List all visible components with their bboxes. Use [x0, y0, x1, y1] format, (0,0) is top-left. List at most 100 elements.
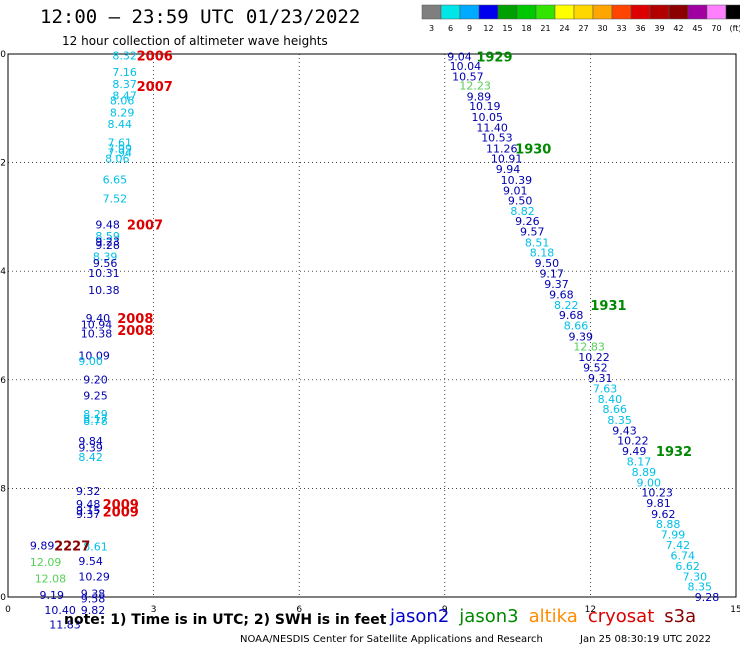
data-points: 8.327.168.378.478.068.298.447.617.997.94… [30, 50, 719, 632]
scale-swatch [687, 4, 708, 20]
wave-height-point: 7.99 [661, 529, 686, 542]
wave-height-point: 9.00 [78, 355, 103, 368]
wave-height-point: 7.99 [107, 142, 132, 155]
wave-height-point: 9.52 [583, 361, 608, 374]
wave-height-point: 8.61 [83, 541, 108, 554]
scale-swatch [497, 4, 518, 20]
wave-height-point: 9.00 [637, 476, 662, 489]
pass-time-label: 2007 [137, 80, 173, 95]
wave-height-point: 10.91 [491, 152, 523, 165]
y-tick-label: -30 [0, 50, 6, 60]
satellite-jason2: jason2 [390, 606, 450, 627]
pass-time-label: 2008 [117, 312, 153, 327]
wave-height-point: 8.35 [687, 581, 712, 594]
wave-height-point: 8.89 [632, 466, 657, 479]
wave-height-point: 7.61 [107, 137, 132, 150]
wave-height-point: 8.37 [112, 78, 137, 91]
scale-swatch [668, 4, 689, 20]
chart-title: 12:00 – 23:59 UTC 01/23/2022 [40, 6, 361, 28]
wave-height-point: 10.22 [578, 351, 610, 364]
wave-height-point: 9.50 [535, 257, 560, 270]
wave-height-point: 9.37 [76, 508, 101, 521]
wave-height-point: 9.15 [76, 504, 101, 517]
wave-height-point: 9.26 [515, 215, 540, 228]
scale-label: 24 [559, 24, 569, 33]
x-tick-label: 3 [151, 605, 157, 615]
wave-height-point: 9.68 [549, 289, 574, 302]
wave-height-point: 8.29 [83, 408, 108, 421]
wave-height-point: 9.17 [539, 267, 564, 280]
wave-height-point: 10.39 [501, 174, 533, 187]
wave-height-point: 10.04 [450, 60, 482, 73]
wave-height-point: 8.35 [607, 414, 632, 427]
wave-height-point: 11.26 [486, 142, 518, 155]
scale-swatch [592, 4, 613, 20]
x-tick-label: 15 [730, 605, 740, 615]
wave-height-point: 8.17 [83, 413, 108, 426]
wave-height-point: 9.04 [447, 51, 472, 64]
y-tick-label: -34 [0, 267, 6, 277]
wave-height-point: 9.39 [569, 330, 594, 343]
plot-frame [7, 53, 737, 598]
wave-height-point: 9.58 [81, 593, 106, 606]
wave-height-point: 7.30 [683, 570, 708, 583]
pass-annotations: 2006200720072008200820092009222719291930… [54, 50, 692, 555]
pass-time-label: 1930 [515, 142, 551, 157]
pass-time-label: 2006 [137, 50, 173, 65]
wave-height-point: 10.31 [88, 267, 120, 280]
wave-height-point: 8.29 [110, 107, 135, 120]
wave-height-point: 9.25 [83, 390, 108, 403]
wave-height-point: 9.48 [76, 498, 101, 511]
scale-swatch [706, 4, 727, 20]
scale-swatch [421, 4, 442, 20]
wave-height-point: 10.94 [81, 318, 113, 331]
scale-swatch [725, 4, 740, 20]
wave-height-point: 6.62 [675, 560, 700, 573]
scale-swatch [611, 4, 632, 20]
scale-label: 33 [616, 24, 626, 33]
chart-subtitle: 12 hour collection of altimeter wave hei… [62, 34, 328, 48]
wave-height-point: 6.74 [670, 550, 695, 563]
wave-height-point: 8.66 [564, 320, 589, 333]
wave-height-point: 12.23 [459, 79, 491, 92]
wave-height-point: 9.89 [30, 539, 55, 552]
scale-label: 30 [597, 24, 607, 33]
scale-swatch [459, 4, 480, 20]
wave-height-point: 8.18 [530, 247, 555, 260]
wave-height-point: 7.94 [107, 146, 132, 159]
footer-credit: NOAA/NESDIS Center for Satellite Applica… [240, 634, 543, 645]
wave-height-point: 10.29 [78, 570, 110, 583]
wave-height-point: 9.39 [78, 442, 103, 455]
wave-height-point: 8.47 [112, 89, 137, 102]
wave-height-point: 8.59 [95, 230, 120, 243]
wave-height-point: 9.01 [503, 184, 528, 197]
scale-label: 42 [673, 24, 683, 33]
scale-swatch [649, 4, 670, 20]
wave-height-point: 9.54 [78, 555, 103, 568]
scale-label: 6 [448, 24, 453, 33]
wave-height-point: 9.28 [695, 591, 720, 604]
wave-height-point: 9.81 [646, 497, 671, 510]
wave-height-point: 8.51 [525, 236, 550, 249]
wave-height-point: 10.57 [452, 70, 484, 83]
wave-height-point: 10.22 [617, 435, 649, 448]
wave-height-point: 9.62 [651, 508, 676, 521]
scale-swatch [573, 4, 594, 20]
x-tick-label: 12 [585, 605, 596, 615]
wave-height-point: 9.57 [520, 226, 545, 239]
scale-label: 15 [502, 24, 512, 33]
wave-height-point: 9.48 [95, 219, 120, 232]
pass-time-label: 2009 [103, 506, 139, 521]
pass-time-label: 1931 [590, 299, 626, 314]
wave-height-point: 11.83 [49, 619, 81, 632]
wave-height-point: 6.65 [103, 173, 128, 186]
wave-height-point: 7.52 [103, 192, 128, 205]
wave-height-point: 10.38 [88, 284, 120, 297]
satellite-jason3: jason3 [459, 606, 519, 627]
scale-label: 18 [521, 24, 531, 33]
scale-swatch [516, 4, 537, 20]
wave-height-point: 9.20 [83, 373, 108, 386]
